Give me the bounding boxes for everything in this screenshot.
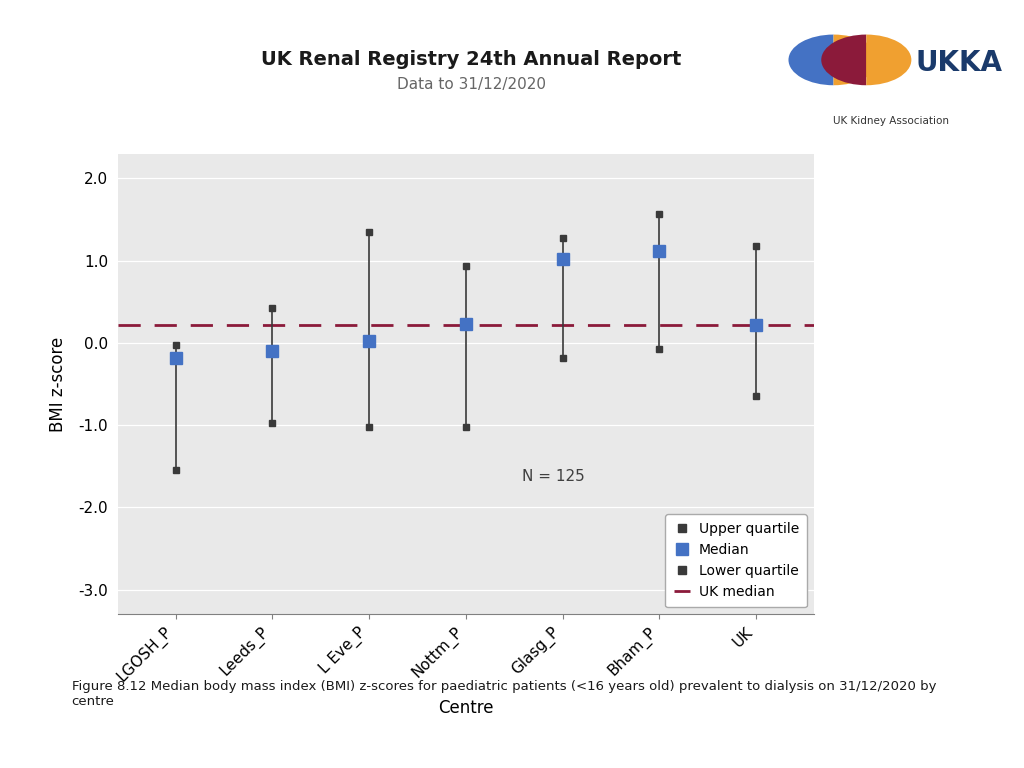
Text: UK Renal Registry 24th Annual Report: UK Renal Registry 24th Annual Report <box>261 50 681 69</box>
Wedge shape <box>788 35 834 85</box>
Wedge shape <box>821 35 866 85</box>
Wedge shape <box>866 35 911 85</box>
Wedge shape <box>834 35 879 85</box>
X-axis label: Centre: Centre <box>438 700 494 717</box>
Text: Figure 8.12 Median body mass index (BMI) z-scores for paediatric patients (<16 y: Figure 8.12 Median body mass index (BMI)… <box>72 680 936 707</box>
Y-axis label: BMI z-score: BMI z-score <box>49 336 68 432</box>
Text: UKKA: UKKA <box>915 49 1002 78</box>
Text: Data to 31/12/2020: Data to 31/12/2020 <box>396 77 546 92</box>
Legend: Upper quartile, Median, Lower quartile, UK median: Upper quartile, Median, Lower quartile, … <box>666 514 807 607</box>
Text: N = 125: N = 125 <box>521 468 585 484</box>
Text: UK Kidney Association: UK Kidney Association <box>833 116 949 126</box>
